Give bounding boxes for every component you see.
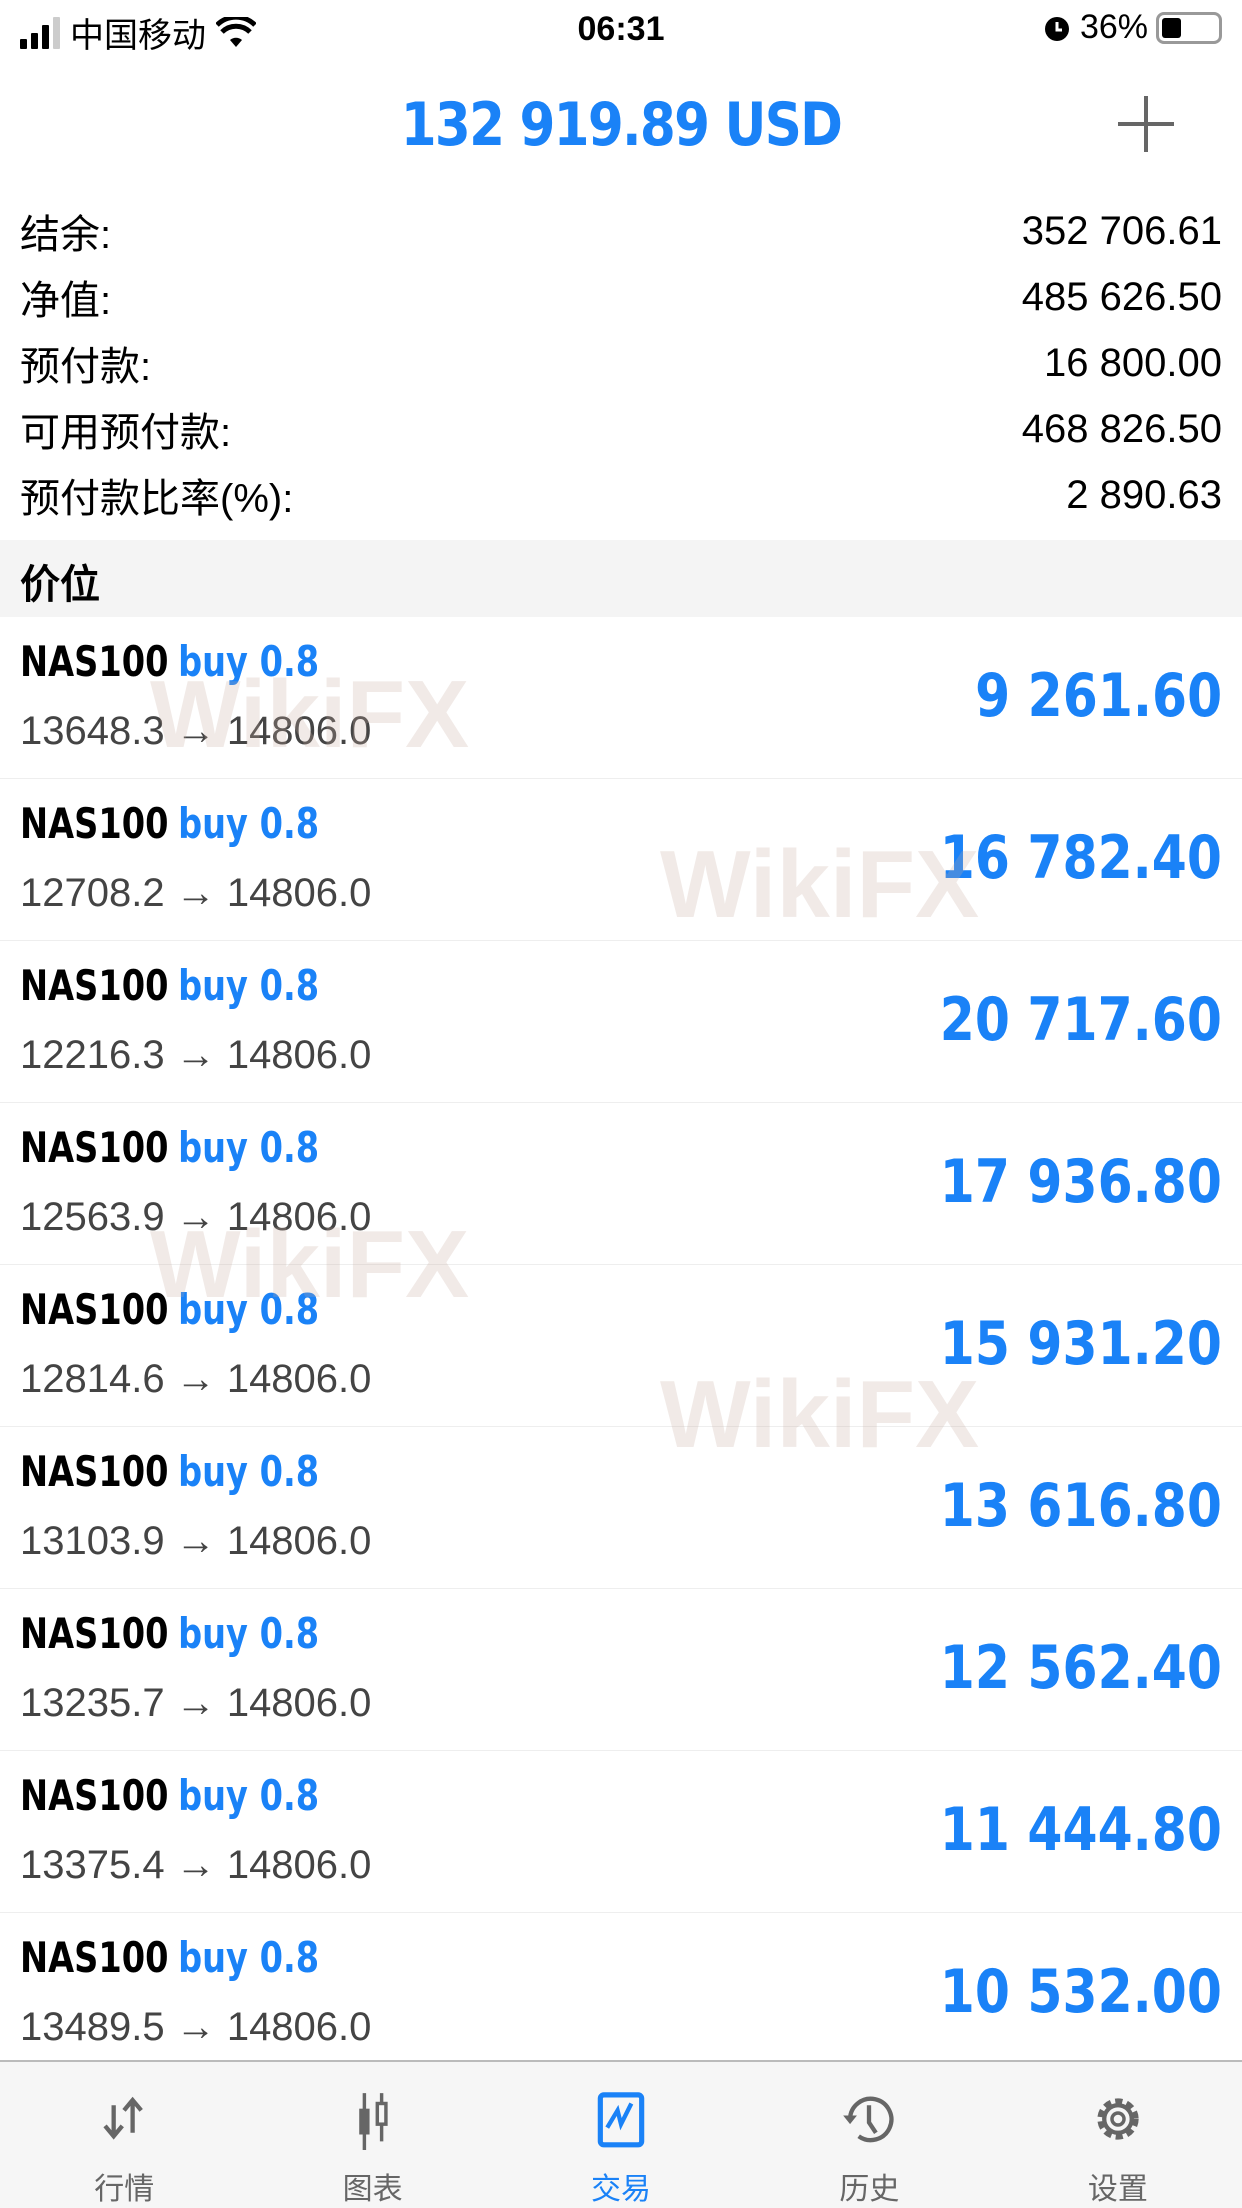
summary-row-balance: 结余: 352 706.61 bbox=[0, 198, 1242, 264]
plus-icon[interactable] bbox=[1118, 96, 1174, 152]
summary-value: 16 800.00 bbox=[1044, 340, 1222, 385]
position-type: buy 0.8 bbox=[178, 1771, 320, 1820]
position-symbol: NAS100 bbox=[20, 1285, 169, 1334]
position-type: buy 0.8 bbox=[178, 1609, 320, 1658]
tab-label: 图表 bbox=[342, 2173, 403, 2206]
position-title: NAS100 buy 0.8 bbox=[20, 1285, 319, 1334]
position-title: NAS100 buy 0.8 bbox=[20, 637, 319, 686]
clock: 06:31 bbox=[577, 10, 665, 48]
summary-row-equity: 净值: 485 626.50 bbox=[0, 264, 1242, 330]
position-row[interactable]: NAS100 buy 0.8 13375.4 → 14806.0 11 444.8… bbox=[0, 1751, 1242, 1913]
position-profit: 9 261.60 bbox=[974, 661, 1222, 731]
position-symbol: NAS100 bbox=[20, 799, 169, 848]
tab-settings[interactable]: 设置 bbox=[994, 2062, 1242, 2208]
position-prices: 13375.4 → 14806.0 bbox=[20, 1843, 372, 1887]
position-title: NAS100 buy 0.8 bbox=[20, 1609, 319, 1658]
tab-trade[interactable]: 交易 bbox=[497, 2062, 745, 2208]
tab-quotes[interactable]: 行情 bbox=[0, 2062, 248, 2208]
candlestick-chart-icon bbox=[358, 2093, 388, 2150]
position-symbol: NAS100 bbox=[20, 961, 169, 1010]
position-row[interactable]: NAS100 buy 0.8 12814.6 → 14806.0 15 931.2… bbox=[0, 1265, 1242, 1427]
summary-value: 468 826.50 bbox=[1021, 406, 1222, 451]
position-prices: 13489.5 → 14806.0 bbox=[20, 2005, 372, 2049]
position-row[interactable]: NAS100 buy 0.8 12216.3 → 14806.0 20 717.6… bbox=[0, 941, 1242, 1103]
position-row[interactable]: NAS100 buy 0.8 12708.2 → 14806.0 16 782.4… bbox=[0, 779, 1242, 941]
position-profit: 20 717.60 bbox=[939, 985, 1222, 1055]
summary-value: 485 626.50 bbox=[1021, 274, 1222, 319]
position-type: buy 0.8 bbox=[178, 637, 320, 686]
position-type: buy 0.8 bbox=[178, 961, 320, 1010]
positions-list: NAS100 buy 0.8 13648.3 → 14806.0 9 261.60… bbox=[0, 617, 1242, 2075]
position-row[interactable]: NAS100 buy 0.8 12563.9 → 14806.0 17 936.8… bbox=[0, 1103, 1242, 1265]
position-prices: 13103.9 → 14806.0 bbox=[20, 1519, 372, 1563]
tab-charts[interactable]: 图表 bbox=[248, 2062, 496, 2208]
position-profit: 16 782.40 bbox=[939, 823, 1222, 893]
position-type: buy 0.8 bbox=[178, 1933, 320, 1982]
gear-icon bbox=[1097, 2098, 1139, 2140]
position-prices: 12216.3 → 14806.0 bbox=[20, 1033, 372, 1077]
position-profit: 13 616.80 bbox=[939, 1471, 1222, 1541]
position-type: buy 0.8 bbox=[178, 799, 320, 848]
quotes-arrows-icon bbox=[103, 2096, 144, 2140]
position-profit: 15 931.20 bbox=[939, 1309, 1222, 1379]
position-profit: 11 444.80 bbox=[939, 1795, 1222, 1865]
position-symbol: NAS100 bbox=[20, 637, 169, 686]
position-type: buy 0.8 bbox=[178, 1285, 320, 1334]
summary-value: 352 706.61 bbox=[1021, 208, 1222, 253]
position-title: NAS100 buy 0.8 bbox=[20, 1447, 319, 1496]
position-symbol: NAS100 bbox=[20, 1933, 169, 1982]
position-symbol: NAS100 bbox=[20, 1609, 169, 1658]
position-prices: 12708.2 → 14806.0 bbox=[20, 871, 372, 915]
alarm-icon bbox=[1044, 16, 1069, 41]
position-title: NAS100 buy 0.8 bbox=[20, 1123, 319, 1172]
position-title: NAS100 buy 0.8 bbox=[20, 799, 319, 848]
position-title: NAS100 buy 0.8 bbox=[20, 961, 319, 1010]
position-title: NAS100 buy 0.8 bbox=[20, 1933, 319, 1982]
position-prices: 12814.6 → 14806.0 bbox=[20, 1357, 372, 1401]
account-profit-title: 132 919.89 USD bbox=[400, 90, 843, 160]
position-prices: 12563.9 → 14806.0 bbox=[20, 1195, 372, 1239]
wifi-icon bbox=[216, 16, 256, 47]
position-row[interactable]: NAS100 buy 0.8 13235.7 → 14806.0 12 562.4… bbox=[0, 1589, 1242, 1751]
position-row[interactable]: NAS100 buy 0.8 13648.3 → 14806.0 9 261.60 bbox=[0, 617, 1242, 779]
tab-label: 交易 bbox=[591, 2173, 652, 2206]
summary-value: 2 890.63 bbox=[1066, 472, 1222, 517]
position-prices: 13648.3 → 14806.0 bbox=[20, 709, 372, 753]
position-prices: 13235.7 → 14806.0 bbox=[20, 1681, 372, 1725]
position-row[interactable]: NAS100 buy 0.8 13103.9 → 14806.0 13 616.8… bbox=[0, 1427, 1242, 1589]
position-title: NAS100 buy 0.8 bbox=[20, 1771, 319, 1820]
summary-label: 净值: bbox=[20, 279, 112, 323]
position-row[interactable]: NAS100 buy 0.8 13489.5 → 14806.0 10 532.0… bbox=[0, 1913, 1242, 2075]
account-summary: 结余: 352 706.61 净值: 485 626.50 预付款: 16 800.0… bbox=[0, 198, 1242, 528]
summary-row-free-margin: 可用预付款: 468 826.50 bbox=[0, 396, 1242, 462]
position-profit: 12 562.40 bbox=[939, 1633, 1222, 1703]
summary-label: 结余: bbox=[20, 213, 112, 257]
position-profit: 10 532.00 bbox=[939, 1957, 1222, 2027]
battery-percent: 36% bbox=[1079, 8, 1148, 46]
summary-row-margin-level: 预付款比率(%): 2 890.63 bbox=[0, 462, 1242, 528]
position-type: buy 0.8 bbox=[178, 1447, 320, 1496]
position-type: buy 0.8 bbox=[178, 1123, 320, 1172]
summary-row-margin: 预付款: 16 800.00 bbox=[0, 330, 1242, 396]
summary-label: 可用预付款: bbox=[20, 411, 232, 455]
tab-bar: 行情 图表 交易 历史 设置 bbox=[0, 2060, 1242, 2208]
tab-label: 设置 bbox=[1087, 2173, 1148, 2206]
summary-label: 预付款: bbox=[20, 345, 152, 389]
position-symbol: NAS100 bbox=[20, 1123, 169, 1172]
history-clock-icon bbox=[843, 2096, 894, 2143]
carrier: 中国移动 bbox=[70, 17, 206, 55]
position-symbol: NAS100 bbox=[20, 1771, 169, 1820]
summary-label: 预付款比率(%): bbox=[20, 477, 294, 521]
battery-icon bbox=[1156, 11, 1222, 44]
section-header-positions: 价位 bbox=[0, 540, 1242, 617]
trade-chart-icon bbox=[597, 2092, 645, 2148]
position-symbol: NAS100 bbox=[20, 1447, 169, 1496]
signal-icon bbox=[20, 16, 60, 49]
status-bar: 中国移动 06:31 36% bbox=[0, 0, 1242, 66]
tab-label: 历史 bbox=[839, 2173, 900, 2206]
tab-label: 行情 bbox=[94, 2173, 155, 2206]
position-profit: 17 936.80 bbox=[939, 1147, 1222, 1217]
tab-history[interactable]: 历史 bbox=[745, 2062, 993, 2208]
